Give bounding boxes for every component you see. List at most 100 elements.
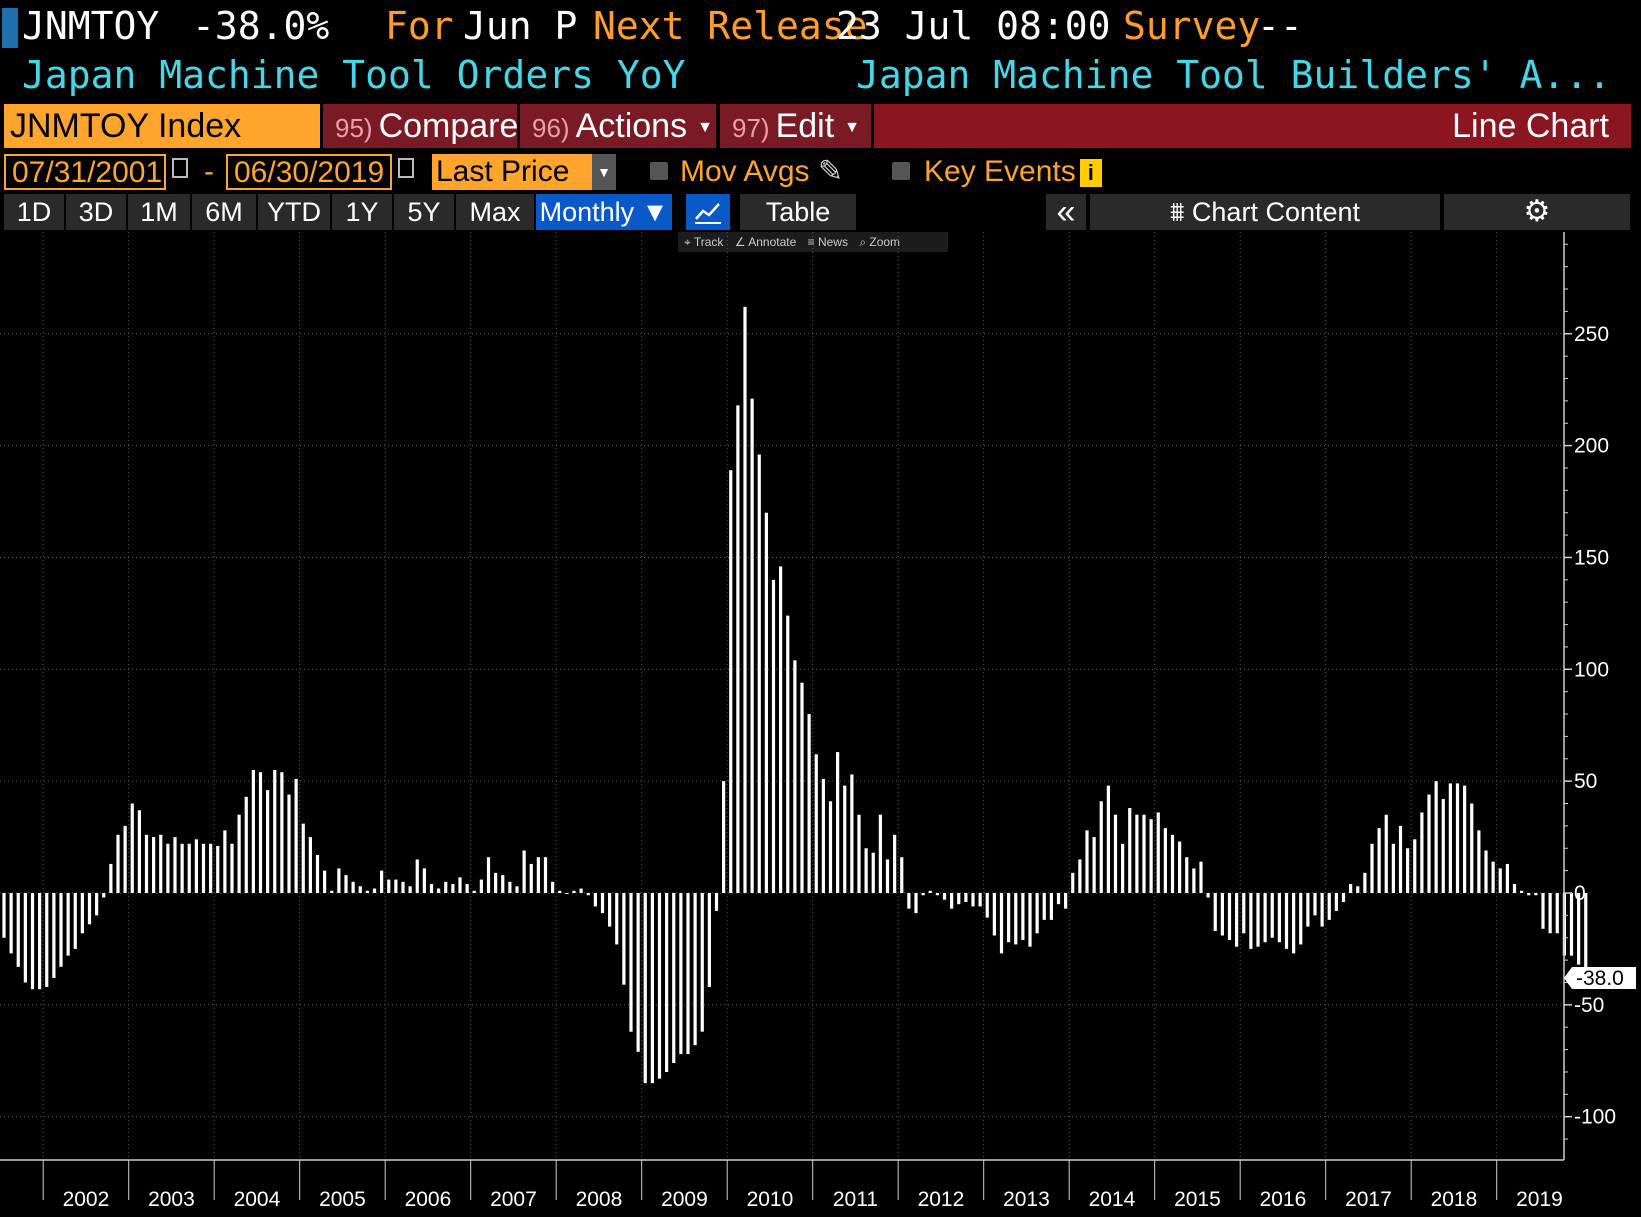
bar <box>1199 861 1203 893</box>
key-events-checkbox[interactable] <box>892 162 910 180</box>
range-toolbar: 07/31/2001 - 06/30/2019 Last Price ▼ Mov… <box>0 152 1641 192</box>
pencil-icon[interactable]: ✎ <box>817 155 843 188</box>
frequency-select[interactable]: Monthly ▼ <box>536 194 672 230</box>
bar <box>1306 893 1310 927</box>
bar <box>1256 893 1260 947</box>
end-date-input[interactable]: 06/30/2019 <box>226 154 392 190</box>
bar <box>579 888 583 893</box>
bar <box>622 893 626 985</box>
x-tick-label: 2010 <box>747 1188 794 1211</box>
gear-icon[interactable]: ⚙ <box>1444 194 1630 230</box>
bar <box>1170 834 1175 893</box>
bar <box>672 893 676 1064</box>
annotate-tool[interactable]: ∠ Annotate <box>734 235 797 249</box>
bar <box>38 893 42 990</box>
next-release-label: Next Release <box>593 4 868 48</box>
period-1y-button[interactable]: 1Y <box>332 194 392 230</box>
period-1m-button[interactable]: 1M <box>128 194 190 230</box>
bar <box>907 893 911 909</box>
chevron-down-icon[interactable]: ▼ <box>592 154 616 190</box>
period-6m-button[interactable]: 6M <box>192 194 256 230</box>
bar <box>600 893 605 914</box>
calendar-icon[interactable] <box>172 158 188 178</box>
bar <box>864 848 868 893</box>
news-label: News <box>817 235 848 249</box>
bar <box>586 893 590 896</box>
bar <box>878 814 882 893</box>
bar <box>1035 893 1039 934</box>
field-select[interactable]: Last Price <box>432 154 592 190</box>
key-events-text: Key Events <box>924 155 1076 188</box>
bar <box>1441 799 1445 893</box>
start-date-input[interactable]: 07/31/2001 <box>4 154 166 190</box>
bar <box>52 893 56 979</box>
bar <box>1099 801 1103 893</box>
period-5y-button[interactable]: 5Y <box>394 194 454 230</box>
chart-content-label: Chart Content <box>1191 197 1361 227</box>
edit-button[interactable]: 97) Edit ▼ <box>720 104 871 148</box>
annotate-label: Annotate <box>748 235 797 249</box>
zoom-tool[interactable]: ⌕ Zoom <box>859 235 901 249</box>
actions-button[interactable]: 96) Actions ▼ <box>520 104 716 148</box>
key-events-label[interactable]: Key Events i <box>924 152 1102 192</box>
bar <box>66 893 70 956</box>
track-tool[interactable]: ⌖ Track <box>684 235 724 249</box>
info-icon[interactable]: i <box>1079 159 1102 188</box>
bar <box>408 886 412 893</box>
bar <box>992 893 996 936</box>
collapse-left-icon[interactable]: « <box>1046 194 1086 230</box>
bar <box>1292 893 1296 954</box>
bar <box>971 893 975 907</box>
bar <box>251 769 255 893</box>
x-tick-label: 2016 <box>1260 1188 1307 1211</box>
bar <box>180 843 184 893</box>
y-tick-label: -100 <box>1574 1106 1616 1129</box>
bar <box>372 888 377 893</box>
period-3d-button[interactable]: 3D <box>66 194 126 230</box>
bar-chart[interactable]: 250 200 150 100 50 0 -50 -100 -38.0 2002 2003 2004 2… <box>0 232 1641 1217</box>
period-1d-button[interactable]: 1D <box>4 194 64 230</box>
bar <box>159 834 163 893</box>
bar <box>109 863 113 893</box>
bar <box>458 877 462 893</box>
security-name: Japan Machine Tool Orders YoY <box>22 53 686 97</box>
frequency-label: Monthly <box>539 197 635 227</box>
news-tool[interactable]: ≡ News <box>807 235 848 249</box>
line-chart-icon[interactable] <box>686 194 730 230</box>
bar <box>422 868 426 893</box>
table-button[interactable]: Table <box>740 194 856 230</box>
bar <box>1448 783 1452 893</box>
security-input[interactable]: JNMTOY Index <box>4 104 320 148</box>
bar <box>437 888 441 893</box>
bar <box>893 834 897 893</box>
chart-content-button[interactable]: ⩩ Chart Content <box>1090 194 1440 230</box>
bar <box>608 893 612 927</box>
x-tick-label: 2008 <box>576 1188 623 1211</box>
bar <box>401 881 405 893</box>
bar <box>679 893 683 1055</box>
bar <box>779 566 783 893</box>
compare-num: 95) <box>335 113 373 143</box>
mov-avgs-checkbox[interactable] <box>650 162 668 180</box>
bar <box>636 893 640 1052</box>
track-label: Track <box>693 235 724 249</box>
bar <box>351 881 355 893</box>
period-max-button[interactable]: Max <box>456 194 534 230</box>
bar <box>166 843 170 893</box>
survey-label: Survey <box>1123 4 1261 48</box>
bar <box>2 893 6 938</box>
bar <box>1377 828 1381 893</box>
bar <box>558 890 562 893</box>
compare-button[interactable]: 95) Compare <box>323 104 518 148</box>
bar <box>394 879 398 893</box>
mov-avgs-label[interactable]: Mov Avgs ✎ <box>680 152 843 192</box>
bar <box>1071 872 1075 893</box>
period-ytd-button[interactable]: YTD <box>258 194 330 230</box>
bar <box>87 893 92 925</box>
bar <box>344 875 348 893</box>
description-row: Japan Machine Tool Orders YoY Japan Mach… <box>0 52 1641 98</box>
calendar-icon[interactable] <box>398 158 414 178</box>
bar <box>1128 807 1132 893</box>
ticker[interactable]: JNMTOY <box>22 4 160 48</box>
bar <box>1463 785 1467 893</box>
